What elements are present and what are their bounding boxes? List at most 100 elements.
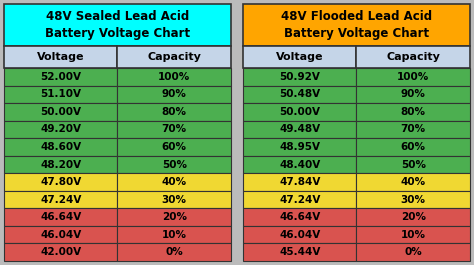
- Bar: [4, 138, 118, 156]
- Text: 42.00V: 42.00V: [40, 247, 82, 257]
- Bar: [243, 226, 356, 244]
- Bar: [243, 121, 356, 138]
- Bar: [356, 46, 470, 68]
- Text: 40%: 40%: [162, 177, 187, 187]
- Text: 48.60V: 48.60V: [40, 142, 82, 152]
- Text: 80%: 80%: [401, 107, 426, 117]
- Text: 100%: 100%: [397, 72, 429, 82]
- Bar: [118, 208, 231, 226]
- Bar: [356, 103, 470, 121]
- Bar: [243, 244, 356, 261]
- Text: 20%: 20%: [162, 212, 187, 222]
- Text: 10%: 10%: [401, 230, 426, 240]
- Text: 100%: 100%: [158, 72, 191, 82]
- Bar: [243, 191, 356, 208]
- Bar: [356, 226, 470, 244]
- Text: 47.80V: 47.80V: [40, 177, 82, 187]
- Text: 50%: 50%: [162, 160, 187, 170]
- Bar: [4, 173, 118, 191]
- Text: 51.10V: 51.10V: [40, 89, 81, 99]
- Text: 45.44V: 45.44V: [279, 247, 320, 257]
- Bar: [4, 46, 118, 68]
- Bar: [243, 208, 356, 226]
- Text: 30%: 30%: [162, 195, 187, 205]
- Bar: [243, 4, 470, 46]
- Text: 90%: 90%: [401, 89, 426, 99]
- Text: 46.04V: 46.04V: [40, 230, 82, 240]
- Text: 46.04V: 46.04V: [279, 230, 320, 240]
- Text: 47.24V: 47.24V: [279, 195, 320, 205]
- Bar: [4, 226, 118, 244]
- Text: 30%: 30%: [401, 195, 426, 205]
- Bar: [356, 121, 470, 138]
- Text: Voltage: Voltage: [37, 52, 84, 62]
- Bar: [356, 191, 470, 208]
- Bar: [243, 138, 356, 156]
- Bar: [356, 173, 470, 191]
- Text: 70%: 70%: [162, 124, 187, 134]
- Text: 60%: 60%: [162, 142, 187, 152]
- Bar: [356, 156, 470, 173]
- Text: 48V Sealed Lead Acid
Battery Voltage Chart: 48V Sealed Lead Acid Battery Voltage Cha…: [45, 11, 190, 39]
- Bar: [356, 86, 470, 103]
- Text: 80%: 80%: [162, 107, 187, 117]
- Text: 50.00V: 50.00V: [279, 107, 320, 117]
- Text: 49.48V: 49.48V: [279, 124, 320, 134]
- Text: 48.40V: 48.40V: [279, 160, 320, 170]
- Text: Voltage: Voltage: [276, 52, 323, 62]
- Bar: [4, 191, 118, 208]
- Text: 50.00V: 50.00V: [40, 107, 81, 117]
- Text: 60%: 60%: [401, 142, 426, 152]
- Bar: [118, 138, 231, 156]
- Bar: [356, 138, 470, 156]
- Text: 48V Flooded Lead Acid
Battery Voltage Chart: 48V Flooded Lead Acid Battery Voltage Ch…: [281, 11, 432, 39]
- Bar: [4, 156, 118, 173]
- Text: 46.64V: 46.64V: [40, 212, 82, 222]
- Bar: [243, 46, 356, 68]
- Bar: [4, 86, 118, 103]
- Bar: [4, 208, 118, 226]
- Bar: [4, 68, 118, 86]
- Bar: [118, 156, 231, 173]
- Text: 52.00V: 52.00V: [40, 72, 81, 82]
- Bar: [118, 68, 231, 86]
- Text: 70%: 70%: [401, 124, 426, 134]
- Bar: [356, 68, 470, 86]
- Bar: [243, 156, 356, 173]
- Text: 0%: 0%: [165, 247, 183, 257]
- Text: 10%: 10%: [162, 230, 187, 240]
- Bar: [243, 68, 356, 86]
- Bar: [356, 208, 470, 226]
- Bar: [118, 226, 231, 244]
- Bar: [4, 103, 118, 121]
- Text: 40%: 40%: [401, 177, 426, 187]
- Bar: [118, 103, 231, 121]
- Text: 20%: 20%: [401, 212, 426, 222]
- Bar: [4, 121, 118, 138]
- Text: 48.95V: 48.95V: [279, 142, 320, 152]
- Text: 48.20V: 48.20V: [40, 160, 82, 170]
- Text: Capacity: Capacity: [386, 52, 440, 62]
- Text: 90%: 90%: [162, 89, 187, 99]
- Bar: [243, 103, 356, 121]
- Bar: [118, 173, 231, 191]
- Bar: [4, 244, 118, 261]
- Bar: [356, 244, 470, 261]
- Text: 0%: 0%: [404, 247, 422, 257]
- Text: 47.24V: 47.24V: [40, 195, 82, 205]
- Text: 47.84V: 47.84V: [279, 177, 320, 187]
- Text: 46.64V: 46.64V: [279, 212, 320, 222]
- Text: 50.92V: 50.92V: [279, 72, 320, 82]
- Text: 49.20V: 49.20V: [40, 124, 81, 134]
- Bar: [243, 86, 356, 103]
- Bar: [118, 191, 231, 208]
- Bar: [243, 173, 356, 191]
- Bar: [118, 121, 231, 138]
- Bar: [118, 86, 231, 103]
- Text: Capacity: Capacity: [147, 52, 201, 62]
- Text: 50.48V: 50.48V: [279, 89, 320, 99]
- Bar: [4, 4, 231, 46]
- Bar: [118, 244, 231, 261]
- Bar: [118, 46, 231, 68]
- Text: 50%: 50%: [401, 160, 426, 170]
